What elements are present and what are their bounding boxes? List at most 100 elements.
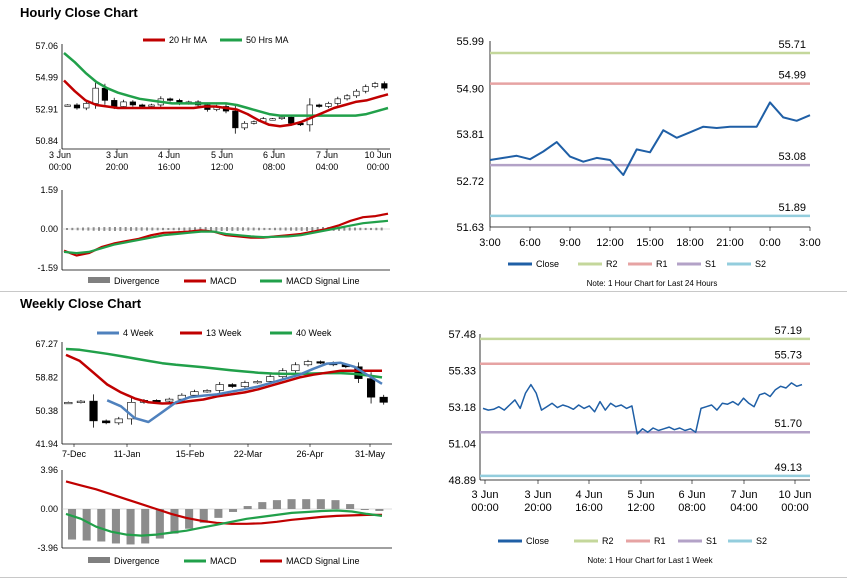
weekly-price-candle	[366, 378, 376, 398]
weekly-pivot-legend-close-label: Close	[526, 536, 549, 546]
hourly-divergence-bar	[316, 227, 319, 231]
hourly-price-candle	[139, 104, 146, 107]
hourly-price-candle	[73, 104, 81, 109]
hourly-pivot-xtick: 6:00	[519, 237, 540, 249]
weekly-pivot-xtick-time: 20:00	[524, 502, 552, 514]
weekly-pivot-ytick: 53.18	[448, 402, 476, 414]
hourly-divergence-bar	[300, 227, 303, 231]
weekly-price-ytick: 41.94	[35, 439, 58, 449]
weekly-divergence-bar	[229, 509, 238, 512]
hourly-price-candle	[325, 103, 332, 107]
hourly-pivot-note: Note: 1 Hour Chart for Last 24 Hours	[587, 279, 718, 288]
weekly-divergence-bar	[302, 499, 311, 509]
weekly-pivot-xtick-date: 3 Jun	[472, 489, 499, 501]
hourly-level-r1-label: 54.99	[778, 70, 806, 82]
weekly-price-candle	[190, 391, 199, 396]
hourly-divergence-bar	[268, 227, 271, 231]
hourly-divergence-bar	[279, 227, 282, 231]
hourly-divergence-bar	[343, 227, 346, 231]
section-divider	[0, 291, 847, 292]
weekly-pivot-xtick-date: 7 Jun	[731, 489, 758, 501]
hourly-level-s1-label: 53.08	[778, 151, 806, 163]
hourly-price-candle	[316, 104, 323, 107]
hourly-price-ytick: 50.84	[35, 136, 58, 146]
weekly-price-candle	[228, 384, 237, 387]
weekly-price-xtick: 22-Mar	[234, 449, 263, 459]
weekly-price-candle	[202, 390, 212, 393]
weekly-divergence-bar	[272, 500, 281, 509]
hourly-divergence-bar	[359, 227, 362, 231]
hourly-price-xtick-time: 12:00	[211, 162, 234, 172]
weekly-pivot-xtick-date: 10 Jun	[778, 489, 811, 501]
hourly-price-candle	[288, 116, 295, 124]
hourly-divergence-bar	[290, 227, 292, 231]
weekly-divergence-bar	[155, 509, 164, 539]
hourly-divergence-bar	[114, 227, 116, 231]
weekly-divergence-bar	[258, 502, 267, 509]
hourly-divergence-bar	[172, 227, 175, 231]
weekly-divergence-bar	[243, 506, 252, 509]
hourly-divergence-bar	[103, 227, 106, 231]
hourly-pivot-ytick: 51.63	[456, 222, 484, 234]
hourly-divergence-bar	[98, 227, 100, 231]
weekly-divergence-bar	[111, 509, 120, 544]
hourly-divergence-bar	[226, 227, 228, 231]
weekly-pivot-note: Note: 1 Hour Chart for Last 1 Week	[587, 556, 713, 565]
weekly-close-line	[482, 382, 803, 435]
hourly-price-xtick-time: 16:00	[158, 162, 181, 172]
weekly-pivot-xtick-date: 6 Jun	[679, 489, 706, 501]
hourly-price-xtick-time: 04:00	[316, 162, 339, 172]
hourly-divergence-bar	[130, 227, 132, 231]
hourly-price-ytick: 52.91	[35, 104, 58, 114]
hourly-level-s2-label: 51.89	[778, 202, 806, 214]
hourly-divergence-bar	[284, 227, 287, 231]
weekly-divergence-bar	[170, 509, 179, 534]
hourly-divergence-bar	[156, 227, 159, 231]
hourly-divergence-bar	[87, 227, 90, 231]
hourly-macd-line	[63, 212, 389, 257]
hourly-pivot-ytick: 55.99	[456, 36, 484, 48]
hourly-pivot-ytick: 53.81	[456, 129, 484, 141]
hourly-legend-divergence-label: Divergence	[114, 276, 160, 286]
weekly-price-candle	[266, 376, 275, 382]
hourly-pivot-legend-s2-label: S2	[755, 259, 766, 269]
weekly-4w-line	[106, 361, 383, 424]
hourly-price-xtick-date: 10 Jun	[364, 150, 391, 160]
hourly-divergence-bar	[199, 227, 202, 231]
hourly-divergence-bar	[188, 227, 191, 231]
hourly-price-xtick-date: 6 Jun	[263, 150, 285, 160]
hourly-divergence-bar	[295, 227, 298, 231]
weekly-pivot-ytick: 48.89	[448, 475, 476, 487]
hourly-signal-line	[63, 219, 389, 255]
hourly-pivot-xtick: 0:00	[759, 237, 780, 249]
hourly-pivot-xtick: 3:00	[479, 237, 500, 249]
hourly-divergence-bar	[162, 227, 164, 231]
weekly-13w-line	[65, 353, 382, 405]
weekly-divergence-bar	[316, 499, 325, 509]
hourly-divergence-bar	[76, 227, 79, 231]
hourly-pivot-xtick: 12:00	[596, 237, 624, 249]
weekly-pivot-xtick-date: 4 Jun	[576, 489, 603, 501]
weekly-pivot-xtick-time: 12:00	[627, 502, 655, 514]
weekly-legend-divergence-swatch	[88, 557, 110, 563]
hourly-divergence-bar	[178, 227, 180, 231]
weekly-pivot-ytick: 55.33	[448, 366, 476, 378]
weekly-divergence-bar	[360, 509, 369, 510]
weekly-pivot-xtick-time: 16:00	[575, 502, 603, 514]
hourly-divergence-bar	[119, 227, 122, 231]
weekly-price-xtick: 15-Feb	[176, 449, 205, 459]
hourly-price-xtick-date: 4 Jun	[158, 150, 180, 160]
hourly-price-candle	[148, 104, 155, 107]
weekly-pivot-xtick-date: 5 Jun	[628, 489, 655, 501]
hourly-divergence-bar	[252, 227, 255, 231]
hourly-price-ytick: 54.99	[35, 73, 58, 83]
hourly-close-line	[489, 101, 811, 176]
weekly-pivot-legend-r2-label: R2	[602, 536, 614, 546]
weekly-level-r2-label: 57.19	[774, 325, 802, 337]
weekly-price-candle	[89, 400, 98, 422]
weekly-price-candle	[102, 420, 111, 424]
weekly-price-candle	[215, 384, 224, 391]
weekly-price-candle	[165, 398, 174, 402]
hourly-divergence-bar	[146, 227, 148, 231]
hourly-price-candle	[232, 110, 239, 129]
